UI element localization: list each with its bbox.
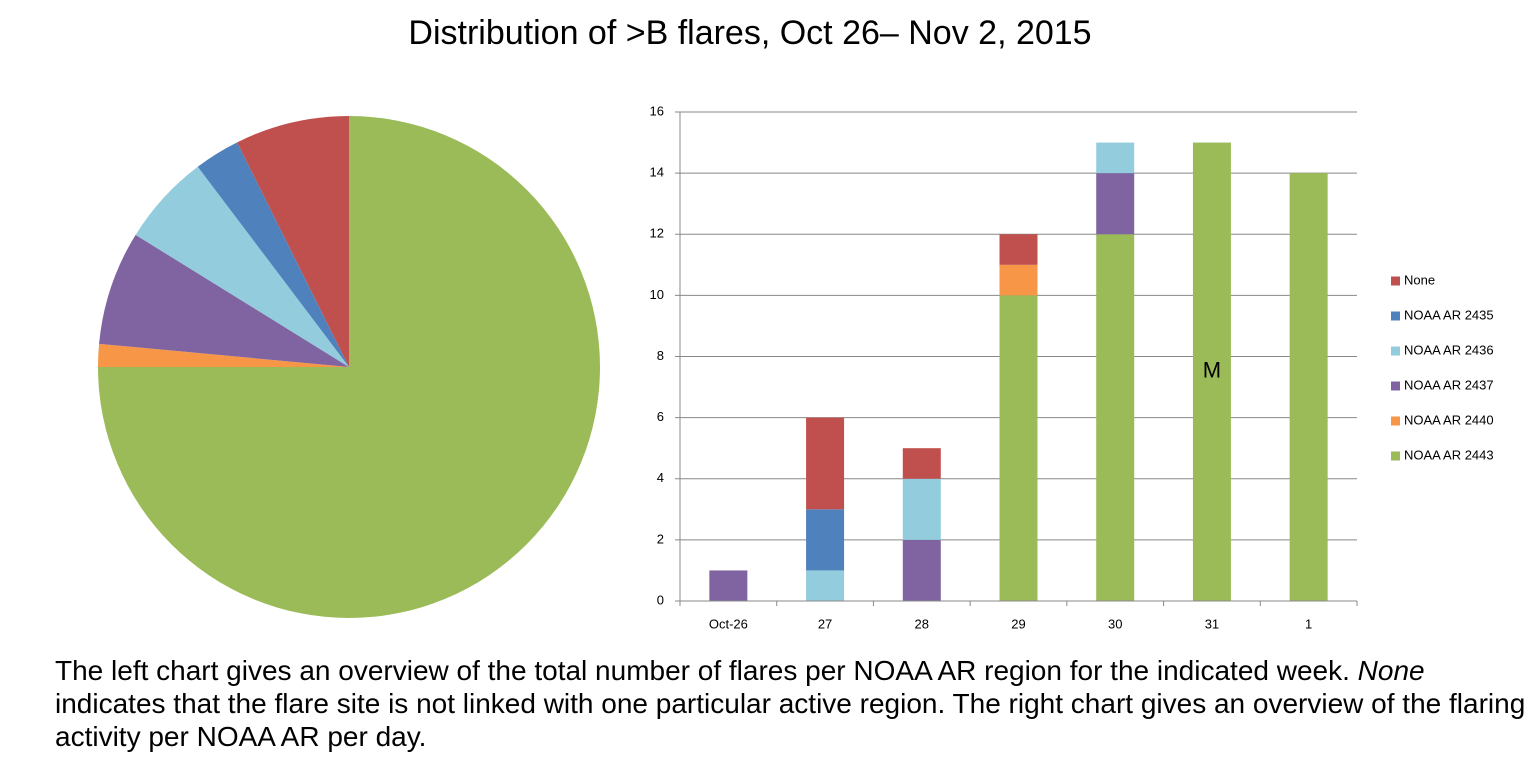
bar-segment <box>806 509 845 571</box>
bar-segment <box>902 448 941 479</box>
legend-label: NOAA AR 2437 <box>1404 377 1494 392</box>
x-tick-label: 31 <box>1205 616 1219 631</box>
bar-segment <box>999 295 1038 601</box>
y-tick-label: 0 <box>657 592 664 607</box>
legend-swatch <box>1391 276 1400 286</box>
x-tick-label: 30 <box>1108 616 1122 631</box>
bar-segment <box>1289 173 1328 601</box>
y-tick-label: 10 <box>650 287 664 302</box>
legend-label: None <box>1404 272 1435 287</box>
x-tick-label: 28 <box>915 616 929 631</box>
bar-segment <box>999 234 1038 265</box>
bar-segment <box>1192 142 1231 601</box>
bar-segment <box>1096 173 1135 235</box>
pie-slice <box>237 116 349 367</box>
bar-segment <box>806 417 845 510</box>
pie-slice <box>197 142 349 367</box>
bar-segment <box>902 539 941 601</box>
caption-text: indicates that the flare site is not lin… <box>55 688 1526 752</box>
bar-segment <box>806 570 845 601</box>
bar-segment <box>1096 142 1135 174</box>
legend-swatch <box>1391 381 1400 391</box>
caption-text: The left chart gives an overview of the … <box>55 655 1358 686</box>
y-tick-label: 8 <box>657 348 664 363</box>
y-tick-label: 16 <box>650 103 664 118</box>
x-tick-label: 1 <box>1305 616 1312 631</box>
y-tick-label: 14 <box>650 165 664 180</box>
x-tick-label: 27 <box>818 616 832 631</box>
y-tick-label: 2 <box>657 531 664 546</box>
caption: The left chart gives an overview of the … <box>55 654 1535 753</box>
legend-label: NOAA AR 2443 <box>1404 447 1494 462</box>
charts: 0 2 4 6 8 10 12 14 16 Oct-26 27 28 29 30 31 1 M NOAA AR 2… <box>98 103 1494 631</box>
pie-slice <box>99 234 349 367</box>
pie-slice <box>135 166 349 367</box>
y-tick-label: 4 <box>657 470 664 485</box>
annotation: M <box>1203 358 1221 383</box>
bar-segment <box>709 570 748 601</box>
legend-label: NOAA AR 2435 <box>1404 307 1494 322</box>
bar-segment <box>999 264 1038 296</box>
pie-slice <box>98 343 349 367</box>
legend-label: NOAA AR 2436 <box>1404 342 1494 357</box>
legend-swatch <box>1391 311 1400 321</box>
legend-swatch <box>1391 451 1400 461</box>
y-tick-label: 12 <box>650 226 664 241</box>
page-title: Distribution of >B flares, Oct 26– Nov 2… <box>408 14 1092 52</box>
legend-label: NOAA AR 2440 <box>1404 412 1494 427</box>
legend-swatch <box>1391 346 1400 356</box>
bar-segment <box>1096 234 1135 601</box>
y-tick-label: 6 <box>657 409 664 424</box>
x-tick-label: 29 <box>1011 616 1025 631</box>
caption-emphasis: None <box>1357 655 1425 686</box>
bar-segment <box>902 478 941 540</box>
legend-swatch <box>1391 416 1400 426</box>
x-tick-label: Oct-26 <box>709 616 748 631</box>
